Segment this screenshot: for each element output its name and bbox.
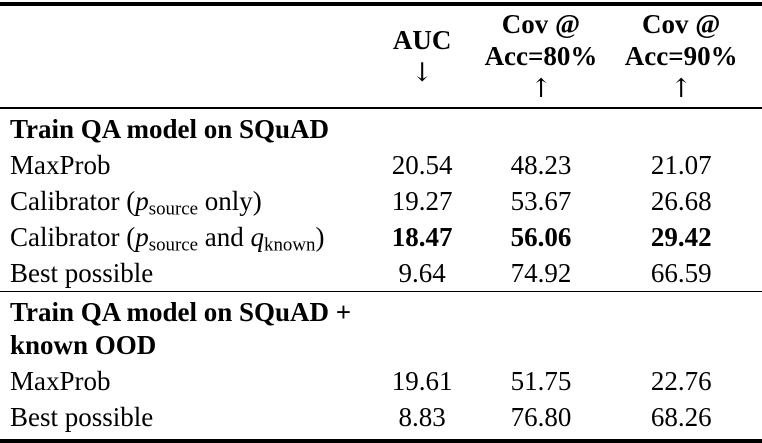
table-row-best-possible: Best possible 8.83 76.80 68.26 [0, 399, 762, 435]
auc-value: 9.64 [398, 257, 446, 288]
cov90-label-line1: Cov @ [642, 9, 721, 40]
column-header-cov80: Cov @ Acc=80% ↑ [482, 8, 601, 104]
section-squad-known-ood: Train QA model on SQuAD + known OOD MaxP… [0, 292, 762, 435]
label-text: and [198, 221, 251, 252]
table-row-calibrator-psource-qknown: Calibrator (psource and qknown) 18.47 56… [0, 219, 762, 256]
label-text: Calibrator ( [10, 221, 136, 252]
cov80-value: 74.92 [510, 257, 572, 288]
column-header-cov90: Cov @ Acc=90% ↑ [600, 8, 762, 104]
cov90-label-line2: Acc=90% [624, 41, 738, 72]
math-var-q: q [250, 221, 265, 252]
label-text: only) [198, 185, 262, 216]
cov80-value: 76.80 [510, 402, 572, 433]
section-title-line-2: known OOD [10, 330, 157, 361]
down-arrow-icon: ↓ [411, 58, 434, 89]
up-arrow-icon: ↑ [530, 74, 552, 105]
bottom-rule [0, 439, 762, 443]
auc-value: 8.83 [398, 402, 446, 433]
table-row-maxprob: MaxProb 20.54 48.23 21.07 [0, 147, 762, 183]
auc-label: AUC [392, 25, 452, 56]
header-rule [0, 106, 762, 109]
label-text: Calibrator ( [10, 185, 136, 216]
section-squad: Train QA model on SQuAD MaxProb 20.54 48… [0, 109, 762, 291]
row-label: MaxProb [10, 366, 111, 397]
row-label: Calibrator (psource only) [0, 183, 363, 220]
subscript-source: source [148, 198, 199, 220]
table-row-calibrator-psource: Calibrator (psource only) 19.27 53.67 26… [0, 183, 762, 220]
cov80-label-line1: Cov @ [501, 9, 581, 40]
up-arrow-icon: ↑ [670, 74, 693, 105]
top-rule [0, 2, 762, 6]
row-label: MaxProb [10, 149, 111, 180]
row-label: Calibrator (psource and qknown) [0, 219, 363, 256]
subscript-source: source [148, 234, 199, 256]
auc-value: 19.61 [391, 366, 453, 397]
section-title: Train QA model on SQuAD [0, 109, 762, 147]
row-label: Best possible [10, 257, 154, 288]
row-label: Best possible [10, 402, 154, 433]
cov90-value: 21.07 [650, 149, 712, 180]
math-var-p: p [135, 185, 149, 216]
cov80-value: 51.75 [510, 366, 572, 397]
auc-value: 19.27 [391, 185, 453, 216]
cov80-value: 53.67 [510, 185, 572, 216]
section-title: Train QA model on SQuAD + known OOD [0, 292, 762, 363]
section-title-line-1: Train QA model on SQuAD + [10, 297, 352, 328]
cov80-value: 56.06 [510, 221, 572, 252]
table-row-best-possible: Best possible 9.64 74.92 66.59 [0, 255, 762, 291]
cov90-value: 22.76 [650, 366, 712, 397]
table-header-row: AUC ↓ Cov @ Acc=80% ↑ Cov @ Acc=90% ↑ [0, 6, 762, 107]
cov90-value: 29.42 [650, 221, 712, 252]
cov90-value: 66.59 [650, 257, 712, 288]
cov90-value: 26.68 [650, 185, 712, 216]
column-header-auc: AUC ↓ [363, 24, 482, 88]
cov90-value: 68.26 [650, 402, 712, 433]
auc-value: 20.54 [391, 149, 453, 180]
section-title-line: Train QA model on SQuAD [10, 113, 330, 144]
section-divider-rule [0, 290, 762, 293]
subscript-known: known [264, 234, 316, 256]
math-var-p: p [135, 221, 149, 252]
auc-value: 18.47 [391, 221, 453, 252]
cov80-label-line2: Acc=80% [484, 41, 598, 72]
table-row-maxprob: MaxProb 19.61 51.75 22.76 [0, 363, 762, 399]
cov80-value: 48.23 [510, 149, 572, 180]
label-text: ) [315, 221, 325, 252]
